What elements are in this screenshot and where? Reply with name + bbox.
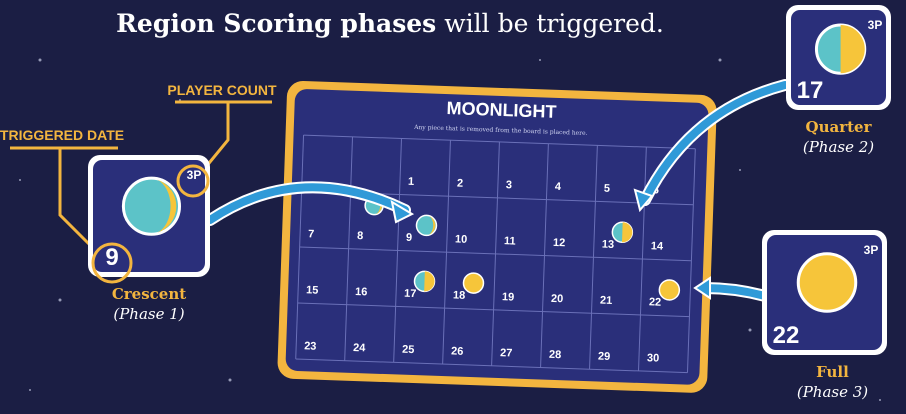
card-date: 9 xyxy=(105,244,118,271)
day-number: 29 xyxy=(598,350,611,362)
day-number: 23 xyxy=(304,340,317,352)
card-phase: (Phase 2) xyxy=(803,138,874,156)
player-count-label: PLAYER COUNT xyxy=(167,82,277,98)
scene: Region Scoring phaseswill be triggered. … xyxy=(0,0,906,414)
day-number: 17 xyxy=(404,288,417,300)
day-number: 16 xyxy=(355,286,368,298)
day-number: 9 xyxy=(406,232,413,244)
card-count: 3P xyxy=(868,18,883,32)
day-number: 7 xyxy=(308,228,315,240)
headline: Region Scoring phases will be triggered. xyxy=(116,9,664,38)
card-phase: (Phase 3) xyxy=(797,383,868,401)
day-number: 26 xyxy=(451,345,464,357)
day-number: 2 xyxy=(457,177,464,189)
day-number: 25 xyxy=(402,344,415,356)
day-number: 12 xyxy=(553,237,566,249)
card-date: 22 xyxy=(773,322,800,349)
day-number: 30 xyxy=(647,352,660,364)
card-date: 17 xyxy=(797,77,824,104)
day-number: 20 xyxy=(551,293,564,305)
board: MOONLIGHT Any piece that is removed from… xyxy=(277,80,717,393)
triggered-date-label: TRIGGERED DATE xyxy=(0,127,124,143)
day-number: 10 xyxy=(455,233,468,245)
day-number: 24 xyxy=(353,342,367,354)
day-number: 13 xyxy=(602,239,615,251)
moon xyxy=(798,254,856,312)
card-name: Full xyxy=(816,363,849,381)
moon xyxy=(659,280,680,301)
day-number: 22 xyxy=(649,296,662,308)
day-number: 8 xyxy=(357,230,364,242)
day-number: 3 xyxy=(506,179,513,191)
moon xyxy=(463,273,484,294)
board-title: MOONLIGHT xyxy=(446,98,557,122)
page: Region Scoring phaseswill be triggered. … xyxy=(0,0,906,414)
headline-rest: will be triggered. xyxy=(444,9,664,38)
day-number: 15 xyxy=(306,284,319,296)
card-count: 3P xyxy=(187,168,202,182)
card-count: 3P xyxy=(864,243,879,257)
day-number: 5 xyxy=(604,183,611,195)
day-number: 21 xyxy=(600,295,613,307)
day-number: 18 xyxy=(453,289,466,301)
day-number: 28 xyxy=(549,349,562,361)
card-name: Quarter xyxy=(806,118,873,136)
day-number: 11 xyxy=(504,235,516,247)
day-number: 1 xyxy=(408,176,415,188)
day-number: 19 xyxy=(502,291,515,303)
day-number: 27 xyxy=(500,347,513,359)
headline-bold: Region Scoring phases xyxy=(116,9,436,38)
card-name: Crescent xyxy=(112,285,186,303)
card-phase: (Phase 1) xyxy=(113,305,184,323)
day-number: 14 xyxy=(651,240,665,252)
